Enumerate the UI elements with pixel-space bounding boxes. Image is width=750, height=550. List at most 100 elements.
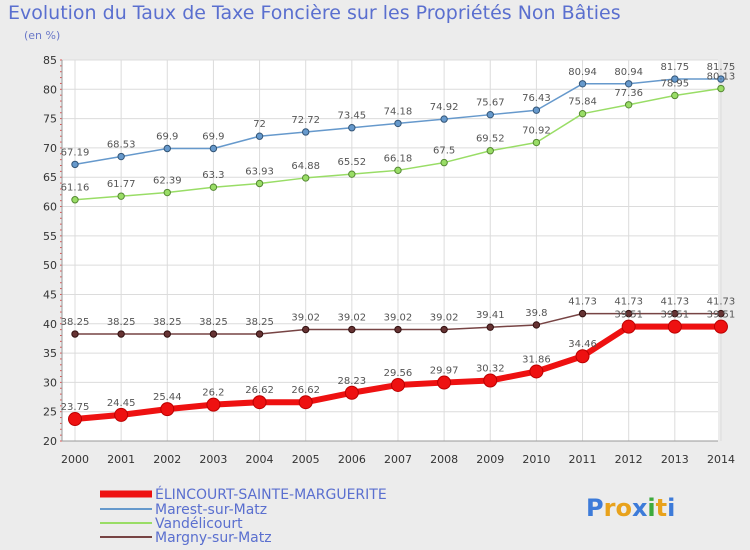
data-point (713, 319, 728, 334)
data-label: 26.62 (291, 385, 320, 396)
data-label: 80.94 (568, 67, 597, 78)
data-label: 66.18 (384, 153, 413, 164)
data-label: 31.86 (522, 354, 551, 365)
data-point (578, 80, 587, 88)
data-point (486, 110, 494, 119)
x-tick-label: 2002 (153, 453, 181, 466)
data-point (163, 330, 171, 338)
brand-letter: P (586, 494, 604, 522)
data-point (163, 188, 171, 197)
label-layer: 23.75 24.45 25.44 26.2 26.62 26.62 28.23 29.56 2… (61, 62, 736, 413)
y-tick-label: 30 (43, 376, 57, 389)
data-point (298, 395, 313, 410)
x-tick-label: 2005 (292, 453, 320, 466)
legend-label: Marest-sur-Matz (155, 502, 267, 518)
data-point (671, 91, 679, 100)
data-point (117, 330, 125, 338)
data-point (209, 183, 218, 191)
data-label: 72.72 (291, 115, 320, 126)
data-point (348, 325, 356, 334)
data-label: 63.93 (245, 167, 274, 178)
y-tick-label: 40 (43, 318, 57, 331)
brand-letter: o (615, 494, 632, 522)
x-tick-label: 2008 (430, 453, 458, 466)
data-point (486, 147, 494, 155)
data-point (486, 323, 494, 331)
data-point (671, 75, 679, 83)
data-point (255, 132, 264, 140)
data-point (209, 144, 218, 153)
data-point (206, 397, 221, 412)
data-label: 68.53 (107, 140, 136, 151)
data-point (302, 325, 310, 334)
y-tick-label: 45 (43, 288, 57, 301)
data-label: 69.52 (476, 134, 505, 145)
data-label: 26.2 (202, 388, 224, 399)
data-point (344, 385, 359, 400)
data-point (624, 101, 633, 109)
y-tick-label: 80 (43, 83, 57, 96)
data-point (624, 80, 633, 88)
data-label: 25.44 (153, 392, 182, 403)
x-tick-label: 2000 (61, 453, 89, 466)
data-label: 77.36 (614, 88, 643, 99)
data-point (440, 325, 448, 334)
y-tick-label: 75 (43, 113, 57, 126)
data-point (255, 330, 264, 338)
brand-letter: t (656, 494, 667, 522)
data-label: 39.8 (525, 308, 547, 319)
x-tick-label: 2014 (707, 453, 735, 466)
data-point (114, 407, 129, 422)
y-tick-label: 35 (43, 347, 57, 360)
data-label: 30.32 (476, 364, 505, 375)
data-label: 80.13 (707, 72, 736, 83)
data-label: 38.25 (107, 317, 136, 328)
data-point (532, 321, 541, 329)
series-layer (68, 75, 728, 427)
data-label: 39.51 (614, 310, 643, 321)
data-point (575, 349, 590, 364)
data-label: 75.67 (476, 98, 505, 109)
legend: ÉLINCOURT-SAINTE-MARGUERITEMarest-sur-Ma… (100, 486, 387, 546)
axis-layer: 20 25 30 35 40 45 50 55 60 65 70 75 80 85 2000 2001 2002… (43, 54, 735, 466)
data-point (483, 373, 498, 388)
y-axis-unit: (en %) (24, 29, 61, 42)
data-label: 41.73 (568, 297, 597, 308)
data-point (302, 174, 310, 182)
y-tick-label: 65 (43, 171, 57, 184)
data-label: 80.94 (614, 67, 643, 78)
data-point (117, 192, 125, 200)
x-tick-label: 2013 (661, 453, 689, 466)
x-tick-label: 2010 (522, 453, 550, 466)
data-label: 69.9 (202, 132, 224, 143)
data-label: 26.62 (245, 385, 274, 396)
data-point (717, 309, 725, 318)
data-label: 73.45 (338, 111, 367, 122)
data-label: 28.23 (338, 376, 367, 387)
data-label: 41.73 (614, 297, 643, 308)
y-tick-label: 20 (43, 435, 57, 448)
data-label: 38.25 (199, 317, 228, 328)
data-point (71, 330, 79, 338)
data-label: 39.02 (384, 313, 413, 324)
data-label: 24.45 (107, 398, 136, 409)
legend-label: ÉLINCOURT-SAINTE-MARGUERITE (155, 486, 387, 503)
data-point (160, 402, 175, 417)
data-point (578, 109, 587, 118)
data-label: 39.51 (660, 310, 689, 321)
data-label: 23.75 (61, 402, 90, 413)
data-point (209, 330, 218, 338)
data-label: 65.52 (338, 157, 367, 168)
data-point (71, 196, 79, 204)
data-label: 74.92 (430, 102, 459, 113)
y-tick-label: 85 (43, 54, 57, 67)
data-label: 67.5 (433, 146, 455, 157)
data-point (624, 309, 633, 318)
data-label: 39.02 (291, 313, 320, 324)
data-point (394, 166, 402, 175)
data-label: 38.25 (153, 317, 182, 328)
legend-label: Vandélicourt (155, 516, 243, 532)
data-label: 39.02 (338, 313, 367, 324)
x-tick-label: 2004 (246, 453, 274, 466)
data-point (532, 106, 541, 114)
